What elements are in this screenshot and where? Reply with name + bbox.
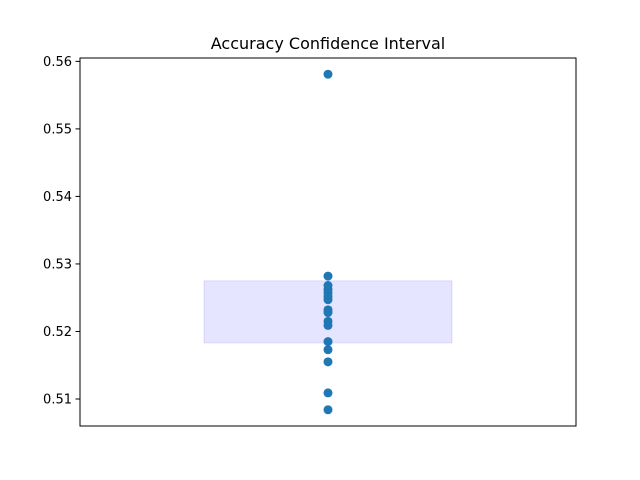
y-tick-label: 0.54: [43, 190, 72, 205]
y-tick-label: 0.51: [43, 392, 72, 407]
y-tick-label: 0.55: [43, 122, 72, 137]
plot-area-frame: [79, 57, 577, 427]
y-axis: 0.51 0.52 0.53 0.54 0.55 0.56: [43, 55, 80, 407]
scatter-point: [323, 271, 333, 281]
y-tick-label: 0.56: [43, 55, 72, 70]
scatter-point: [323, 320, 333, 330]
scatter-point: [323, 308, 333, 318]
scatter-point: [323, 295, 333, 305]
points-layer: [323, 69, 333, 415]
scatter-point: [323, 337, 333, 347]
scatter-point: [323, 69, 333, 79]
scatter-point: [323, 388, 333, 398]
chart-title: Accuracy Confidence Interval: [211, 34, 445, 53]
scatter-point: [323, 405, 333, 415]
y-tick-label: 0.53: [43, 257, 72, 272]
y-tick-label: 0.52: [43, 325, 72, 340]
scatter-point: [323, 357, 333, 367]
scatter-point: [323, 345, 333, 355]
